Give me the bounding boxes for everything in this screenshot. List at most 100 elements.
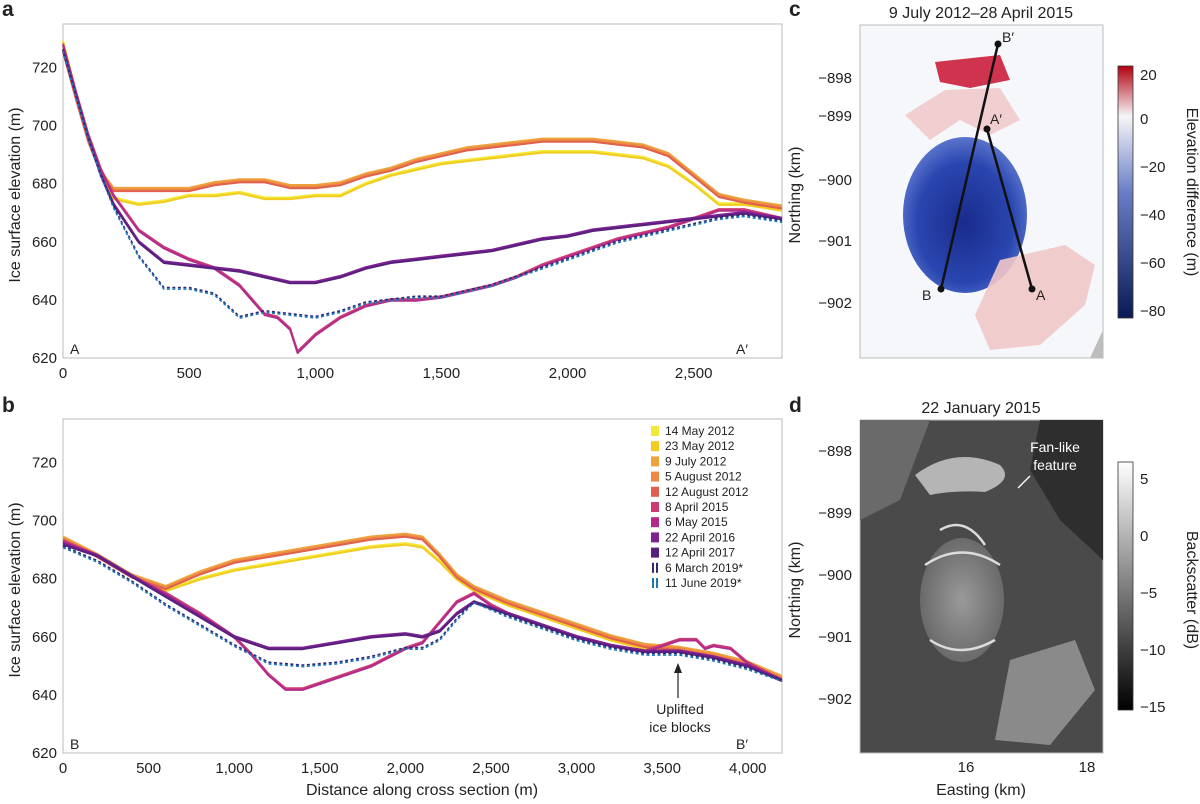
point-b-prime-label: B′	[1002, 29, 1014, 45]
legend-swatch	[651, 532, 659, 543]
xtick-label: 4,000	[729, 760, 767, 777]
point-a-marker	[1028, 285, 1036, 293]
panel-d-xtick: 18	[1079, 759, 1096, 776]
series-line	[62, 546, 783, 682]
backscatter-map: Fan-like feature	[859, 419, 1104, 754]
panel-b-ylabel: Ice surface elevation (m)	[7, 502, 24, 677]
series-line	[62, 41, 783, 212]
series-line	[62, 50, 783, 285]
ytick-label: 700	[32, 118, 57, 135]
series-line	[62, 534, 783, 679]
colorbar-backscatter-tick: 0	[1140, 528, 1148, 545]
panel-d-ytick: −899	[818, 505, 852, 522]
ytick-label: 720	[32, 455, 57, 472]
panel-c-letter: c	[789, 0, 801, 21]
legend-swatch	[651, 547, 659, 558]
point-a-prime-marker	[983, 125, 991, 133]
panel-a-start-label: A	[70, 341, 80, 357]
panel-b-letter: b	[2, 394, 15, 417]
panel-c-ytick: −899	[818, 108, 852, 125]
panel-c-ytick: −900	[818, 172, 852, 189]
colorbar-backscatter-tick: −5	[1140, 585, 1157, 602]
map-d-bright-region-se	[995, 640, 1095, 745]
legend-swatch	[651, 502, 659, 512]
legend-swatch	[651, 562, 659, 573]
panel-b-frame	[62, 418, 783, 754]
map-d-bright-ridges	[924, 523, 1001, 652]
colorbar-elevation-tick: −60	[1140, 255, 1165, 272]
panel-d-letter: d	[789, 394, 802, 417]
panel-c-ytick: −902	[818, 295, 852, 312]
ytick-label: 660	[32, 629, 57, 646]
legend-swatch	[651, 456, 659, 467]
fan-feature-pointer	[1017, 475, 1031, 489]
legend-label: 14 May 2012	[665, 424, 735, 438]
colorbar-backscatter-label: Backscatter (dB)	[1183, 531, 1200, 649]
point-b-label: B	[922, 287, 931, 303]
xtick-label: 1,000	[297, 365, 335, 382]
colorbar-elevation-tick: −40	[1140, 207, 1165, 224]
legend-label: 12 August 2012	[665, 485, 749, 499]
series-line	[62, 532, 783, 677]
colorbar-elevation-tick: 0	[1140, 111, 1148, 128]
panel-a-frame	[62, 23, 783, 359]
panel-a-letter: a	[2, 0, 14, 21]
colorbar-elevation-gradient	[1117, 65, 1134, 319]
xtick-label: 0	[59, 760, 67, 777]
point-a-prime-label: A′	[990, 111, 1002, 127]
xtick-label: 1,500	[301, 760, 339, 777]
panel-b-xlabel: Distance along cross section (m)	[306, 782, 538, 799]
series-line	[62, 49, 783, 318]
uplift-arrow-head	[674, 663, 682, 673]
legend-swatch	[651, 517, 659, 528]
panel-d-ytick: −902	[818, 691, 852, 708]
map-d-dark-region-ne	[1030, 420, 1103, 560]
xtick-label: 500	[136, 760, 161, 777]
panel-d-xtick: 16	[958, 759, 975, 776]
legend-label: 22 April 2016	[665, 530, 735, 544]
legend-label: 12 April 2017	[665, 546, 735, 560]
panel-a-end-label: A′	[736, 341, 748, 357]
panel-b-start-label: B	[70, 736, 79, 752]
ytick-label: 620	[32, 350, 57, 367]
uplift-annotation-line2: ice blocks	[649, 719, 710, 735]
colorbar-elevation-label: Elevation difference (m)	[1183, 108, 1200, 277]
profile-b-line	[939, 43, 1000, 290]
map-c-red-patch-top	[935, 55, 1010, 88]
map-d-fan-feature	[915, 457, 1005, 495]
legend-label: 8 April 2015	[665, 500, 729, 514]
colorbar-backscatter-tick: −15	[1140, 699, 1165, 716]
legend-swatch	[651, 426, 659, 436]
panel-c-ytick: −898	[818, 70, 852, 87]
series-line	[62, 43, 783, 353]
colorbar-backscatter-gradient	[1117, 461, 1134, 711]
xtick-label: 500	[177, 365, 202, 382]
panel-d-ytick: −898	[818, 443, 852, 460]
xtick-label: 1,000	[215, 760, 253, 777]
legend-swatch	[651, 441, 659, 452]
legend-label: 23 May 2012	[665, 439, 735, 453]
ytick-label: 700	[32, 513, 57, 530]
colorbar-elevation: 20 0 −20 −40 −60 −80 Elevation differenc…	[1117, 65, 1200, 320]
legend-label: 6 May 2015	[665, 515, 728, 529]
colorbar-backscatter-tick: 5	[1140, 471, 1148, 488]
xtick-label: 0	[59, 365, 67, 382]
ytick-label: 620	[32, 745, 57, 762]
panel-d-xlabel: Easting (km)	[936, 782, 1026, 799]
xtick-label: 1,500	[423, 365, 461, 382]
series-line	[62, 49, 783, 208]
panel-c-title: 9 July 2012–28 April 2015	[889, 5, 1073, 22]
panel-c-ytick: −901	[818, 233, 852, 250]
point-b-prime-marker	[994, 40, 1002, 48]
ytick-label: 680	[32, 176, 57, 193]
elevation-difference-map: B B′ A′ A	[859, 24, 1104, 359]
legend-label: 11 June 2019*	[665, 576, 742, 590]
colorbar-elevation-tick: −80	[1140, 303, 1165, 320]
ytick-label: 640	[32, 687, 57, 704]
panel-d-ytick: −900	[818, 567, 852, 584]
series-line	[62, 543, 783, 683]
legend-label: 5 August 2012	[665, 470, 742, 484]
map-c-blue-lake	[903, 137, 1027, 293]
panel-b-end-label: B′	[736, 736, 748, 752]
